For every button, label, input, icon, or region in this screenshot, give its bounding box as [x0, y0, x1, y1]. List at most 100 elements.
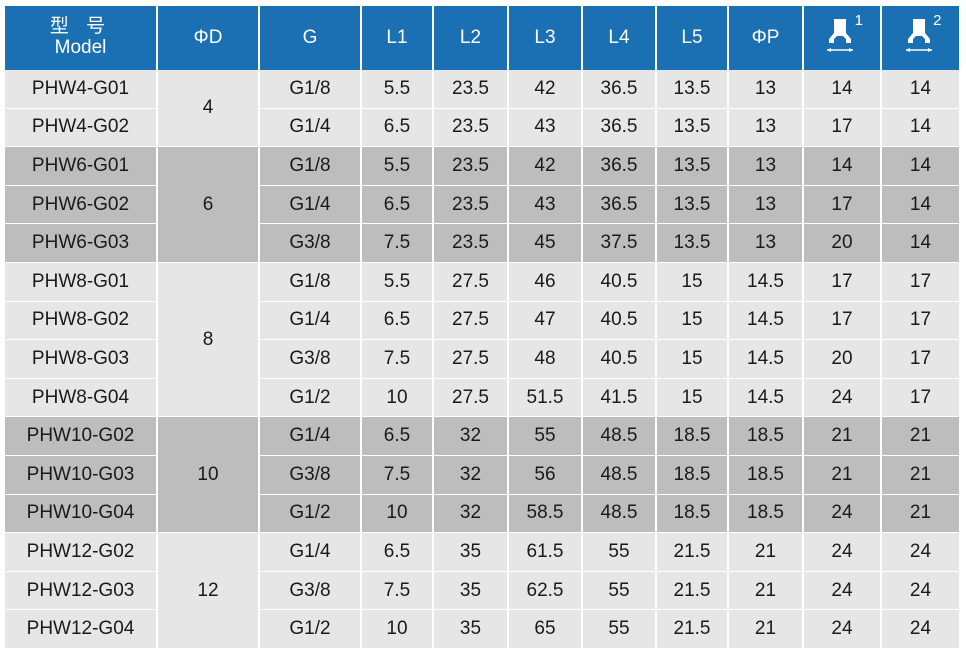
cell-g: G1/8	[259, 262, 362, 302]
cell-l2: 32	[433, 455, 509, 495]
cell-op: 13	[728, 146, 804, 186]
cell-wrench1: 21	[803, 455, 882, 495]
header-l3: L3	[508, 6, 583, 70]
cell-l5: 13.5	[656, 70, 729, 109]
cell-op: 13	[728, 185, 804, 225]
cell-l2: 23.5	[433, 185, 509, 225]
cell-g: G3/8	[259, 571, 362, 611]
cell-l5: 18.5	[656, 416, 729, 456]
cell-l5: 13.5	[656, 185, 729, 225]
header-model-en: Model	[54, 37, 107, 58]
cell-l5: 15	[656, 378, 729, 418]
cell-wrench2: 14	[881, 185, 959, 225]
cell-wrench2: 17	[881, 339, 959, 379]
cell-op: 14.5	[728, 378, 804, 418]
header-g: G	[259, 6, 362, 70]
header-l5: L5	[656, 6, 729, 70]
spec-table: 型 号 Model ΦD G L1 L2 L3 L4 L5 ΦP	[5, 6, 959, 649]
cell-wrench1: 24	[803, 494, 882, 534]
cell-g: G1/4	[259, 532, 362, 572]
cell-l2: 27.5	[433, 339, 509, 379]
cell-wrench1: 20	[803, 339, 882, 379]
cell-l1: 5.5	[361, 70, 434, 109]
cell-l1: 10	[361, 494, 434, 534]
cell-l3: 51.5	[508, 378, 583, 418]
cell-model: PHW10-G02	[5, 416, 158, 456]
cell-l3: 46	[508, 262, 583, 302]
cell-model: PHW10-G03	[5, 455, 158, 495]
cell-g: G1/4	[259, 301, 362, 341]
cell-l3: 43	[508, 185, 583, 225]
cell-l1: 6.5	[361, 185, 434, 225]
wrench-size-1-icon: 1	[825, 13, 863, 55]
cell-wrench2: 17	[881, 301, 959, 341]
cell-wrench1: 14	[803, 146, 882, 186]
cell-od: 4	[157, 70, 260, 148]
cell-od: 6	[157, 146, 260, 263]
table-row: PHW4-G02 G1/4 6.5 23.5 43 36.5 13.5 13 17 14	[5, 108, 959, 148]
cell-l4: 37.5	[582, 223, 657, 263]
cell-l4: 36.5	[582, 108, 657, 148]
cell-l1: 7.5	[361, 455, 434, 495]
cell-wrench2: 17	[881, 262, 959, 302]
cell-wrench1: 17	[803, 301, 882, 341]
cell-op: 13	[728, 223, 804, 263]
cell-model: PHW8-G04	[5, 378, 158, 418]
cell-wrench1: 17	[803, 262, 882, 302]
header-od: ΦD	[157, 6, 260, 70]
table-row: PHW8-G04 G1/2 10 27.5 51.5 41.5 15 14.5 24 17	[5, 378, 959, 418]
cell-l5: 21.5	[656, 609, 729, 649]
cell-l2: 27.5	[433, 301, 509, 341]
table-row: PHW6-G02 G1/4 6.5 23.5 43 36.5 13.5 13 17 14	[5, 185, 959, 225]
cell-wrench2: 14	[881, 223, 959, 263]
cell-l2: 23.5	[433, 108, 509, 148]
spec-table-container: 型 号 Model ΦD G L1 L2 L3 L4 L5 ΦP	[5, 6, 959, 649]
cell-wrench2: 21	[881, 494, 959, 534]
cell-l5: 13.5	[656, 146, 729, 186]
cell-op: 13	[728, 108, 804, 148]
cell-l2: 32	[433, 416, 509, 456]
cell-l2: 32	[433, 494, 509, 534]
cell-l3: 62.5	[508, 571, 583, 611]
cell-wrench2: 21	[881, 455, 959, 495]
cell-g: G1/2	[259, 494, 362, 534]
table-row: PHW10-G03 G3/8 7.5 32 56 48.5 18.5 18.5 21 21	[5, 455, 959, 495]
table-row: PHW8-G03 G3/8 7.5 27.5 48 40.5 15 14.5 20 17	[5, 339, 959, 379]
cell-op: 21	[728, 609, 804, 649]
cell-op: 14.5	[728, 262, 804, 302]
cell-g: G1/2	[259, 378, 362, 418]
cell-wrench2: 14	[881, 146, 959, 186]
wrench-size-2-icon: 2	[904, 12, 942, 55]
cell-l2: 35	[433, 609, 509, 649]
cell-op: 13	[728, 70, 804, 109]
cell-l1: 6.5	[361, 301, 434, 341]
cell-l2: 27.5	[433, 378, 509, 418]
cell-l2: 35	[433, 532, 509, 572]
cell-model: PHW8-G02	[5, 301, 158, 341]
cell-wrench1: 24	[803, 532, 882, 572]
cell-op: 21	[728, 532, 804, 572]
header-l2: L2	[433, 6, 509, 70]
cell-l2: 23.5	[433, 70, 509, 109]
cell-l3: 45	[508, 223, 583, 263]
cell-g: G3/8	[259, 455, 362, 495]
wrench-2-number: 2	[933, 12, 942, 30]
cell-l3: 56	[508, 455, 583, 495]
cell-wrench2: 24	[881, 571, 959, 611]
cell-l1: 6.5	[361, 532, 434, 572]
cell-g: G1/2	[259, 609, 362, 649]
cell-wrench2: 21	[881, 416, 959, 456]
cell-l5: 21.5	[656, 571, 729, 611]
cell-l4: 40.5	[582, 301, 657, 341]
header-model-cn: 型 号	[49, 16, 112, 38]
cell-l5: 15	[656, 301, 729, 341]
header-l1: L1	[361, 6, 434, 70]
cell-od: 12	[157, 532, 260, 649]
cell-l3: 42	[508, 70, 583, 109]
table-row: PHW8-G02 G1/4 6.5 27.5 47 40.5 15 14.5 17 17	[5, 301, 959, 341]
cell-op: 18.5	[728, 416, 804, 456]
table-row: PHW6-G01 6 G1/8 5.5 23.5 42 36.5 13.5 13 14 14	[5, 146, 959, 263]
cell-wrench1: 24	[803, 378, 882, 418]
cell-model: PHW12-G02	[5, 532, 158, 572]
cell-od: 10	[157, 416, 260, 534]
